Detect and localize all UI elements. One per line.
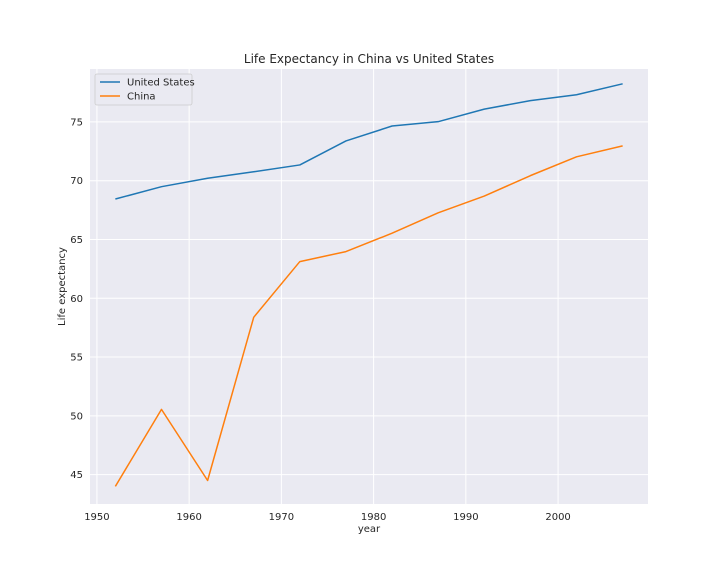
series-line-united-states bbox=[115, 83, 623, 200]
x-tick-label: 1990 bbox=[453, 512, 478, 523]
series-line-china bbox=[114, 145, 623, 487]
y-tick-label: 60 bbox=[70, 294, 83, 305]
legend-label-china: China bbox=[127, 92, 156, 103]
y-axis-label: Life expectancy bbox=[57, 247, 68, 326]
chart-title: Life Expectancy in China vs United State… bbox=[244, 52, 494, 66]
grid bbox=[90, 69, 648, 504]
legend-label-united-states: United States bbox=[127, 78, 195, 89]
x-tick-label: 2000 bbox=[545, 512, 570, 523]
y-tick-label: 50 bbox=[70, 411, 83, 422]
plot-area bbox=[90, 69, 648, 504]
y-tick-label: 65 bbox=[70, 235, 83, 246]
y-tick-label: 45 bbox=[70, 470, 83, 481]
x-tick-label: 1980 bbox=[361, 512, 386, 523]
x-tick-label: 1950 bbox=[84, 512, 109, 523]
x-axis-label: year bbox=[358, 524, 381, 535]
legend: United States China bbox=[94, 73, 195, 106]
y-tick-label: 55 bbox=[70, 353, 83, 364]
y-tick-label: 75 bbox=[70, 117, 83, 128]
x-axis-ticks: 1950 1960 1970 1980 1990 2000 bbox=[84, 512, 571, 523]
y-tick-label: 70 bbox=[70, 176, 83, 187]
y-axis-ticks: 45 50 55 60 65 70 75 bbox=[70, 117, 83, 481]
series-lines bbox=[114, 83, 623, 487]
x-tick-label: 1960 bbox=[176, 512, 201, 523]
x-tick-label: 1970 bbox=[269, 512, 294, 523]
